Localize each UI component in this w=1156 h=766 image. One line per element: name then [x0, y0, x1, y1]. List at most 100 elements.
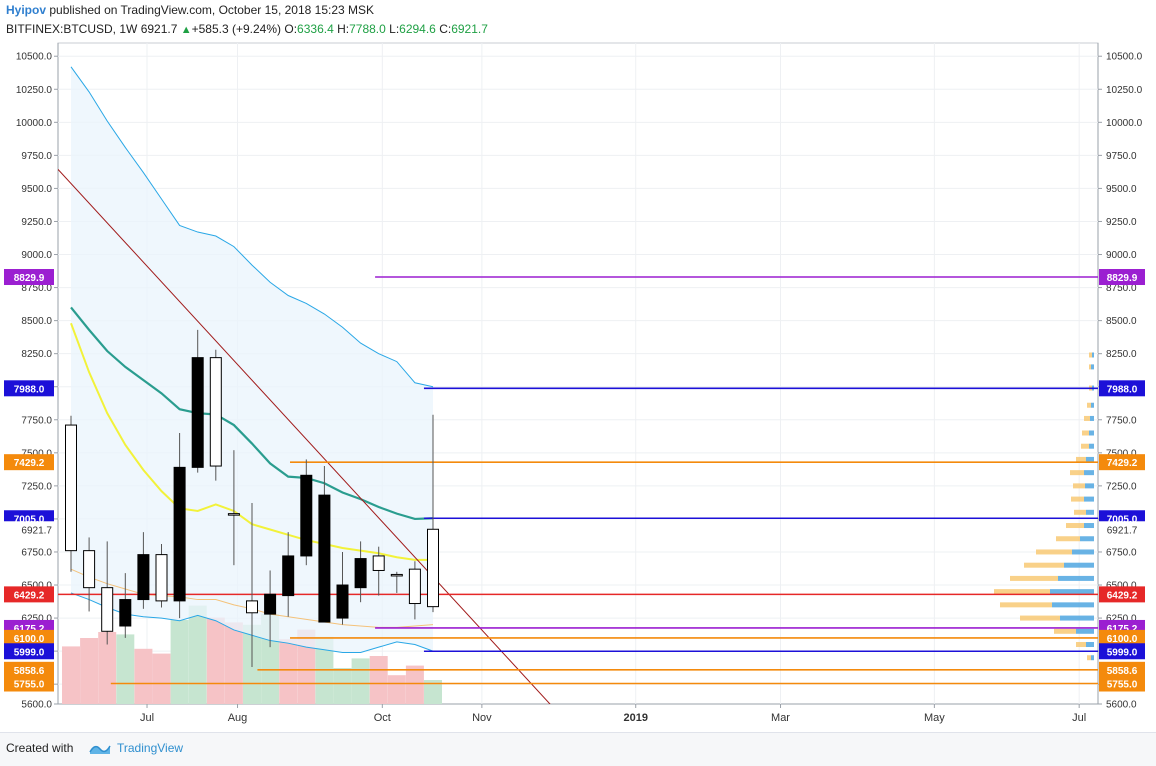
level-price-label-left: 6100.0 [14, 634, 45, 645]
candle-body [101, 587, 114, 632]
level-price-badge [1099, 675, 1145, 692]
upper-band-line [70, 66, 434, 388]
y-tick-label-left: 10500.0 [16, 52, 53, 63]
volume-profile-buy [1091, 402, 1094, 408]
level-price-label: 5755.0 [1107, 680, 1138, 691]
volume-profile-sell [1074, 509, 1086, 515]
tradingview-logo-icon[interactable] [88, 740, 112, 758]
candle-body [427, 528, 439, 608]
symbol-name: BITFINEX:BTCUSD, 1W [6, 22, 138, 36]
volume-bar [351, 658, 370, 704]
candle-body [227, 513, 240, 516]
volume-bar [279, 639, 298, 704]
level-price-badge-left [4, 661, 54, 678]
volume-profile-sell [1087, 655, 1091, 661]
y-tick-label-right: 9000.0 [1106, 250, 1137, 261]
level-price-label: 7005.0 [1107, 514, 1138, 525]
level-price-badge [1099, 380, 1145, 397]
level-price-badge [1099, 269, 1145, 286]
y-tick-label-right: 6500.0 [1106, 581, 1137, 592]
y-tick-label-left: 7750.0 [21, 415, 52, 426]
volume-bar [62, 646, 80, 704]
y-tick-label-left: 10000.0 [16, 118, 53, 129]
volume-profile-buy [1091, 364, 1094, 370]
volume-profile-sell [1066, 523, 1084, 529]
x-tick-label: Mar [771, 712, 790, 724]
volume-profile-sell [1036, 549, 1072, 555]
level-price-badge-left [4, 380, 54, 397]
y-tick-label-right: 6250.0 [1106, 614, 1137, 625]
candle-body [372, 555, 385, 571]
y-tick-label-right: 7250.0 [1106, 481, 1137, 492]
level-price-badge [1099, 454, 1145, 471]
price-chart[interactable]: 5600.05600.05750.05750.06000.06000.06250… [0, 0, 1156, 732]
y-tick-label-right: 8500.0 [1106, 316, 1137, 327]
volume-profile-buy [1072, 549, 1094, 555]
level-price-label-left: 5999.0 [14, 647, 45, 658]
volume-profile-buy [1089, 430, 1094, 436]
candle-body [191, 357, 204, 468]
level-price-label: 7429.2 [1107, 458, 1138, 469]
y-tick-label-right: 10250.0 [1106, 85, 1143, 96]
volume-profile-sell [1081, 443, 1089, 449]
open-value: 6336.4 [297, 22, 334, 36]
volume-profile-sell [1054, 628, 1076, 634]
y-tick-label-right: 5600.0 [1106, 700, 1137, 711]
candle-body [282, 555, 295, 597]
band-fill [71, 66, 433, 653]
candle-body [209, 357, 222, 467]
level-price-label-left: 6175.2 [14, 624, 45, 635]
level-price-label-left: 8829.9 [14, 273, 45, 284]
volume-profile-sell [1071, 496, 1084, 502]
volume-profile-buy [1084, 470, 1094, 476]
level-price-badge-left [4, 629, 54, 646]
volume-profile-sell [1000, 602, 1052, 608]
last-price: 6921.7 [140, 22, 178, 36]
high-value: 7788.0 [349, 22, 386, 36]
candle-body [408, 568, 421, 605]
candle-body [354, 558, 367, 589]
symbol-line: BITFINEX:BTCUSD, 1W 6921.7 ▲+585.3 (+9.2… [6, 22, 488, 36]
candle-body [119, 599, 132, 627]
level-price-label-left: 7005.0 [14, 514, 45, 525]
volume-profile-sell [1087, 402, 1091, 408]
level-price-label-left: 6429.2 [14, 590, 45, 601]
level-price-badge-left [4, 454, 54, 471]
y-tick-label-right: 7500.0 [1106, 448, 1137, 459]
published-text: published on TradingView.com, October 15… [49, 3, 375, 17]
level-price-badge [1099, 643, 1145, 660]
y-tick-label-left: 5600.0 [21, 700, 52, 711]
volume-profile-buy [1058, 575, 1094, 581]
close-label: C: [439, 22, 452, 36]
low-value: 6294.6 [399, 22, 436, 36]
y-tick-label-left: 8500.0 [21, 316, 52, 327]
trendline [58, 168, 551, 704]
volume-profile-sell [1076, 642, 1086, 648]
x-tick-label: May [924, 712, 945, 724]
volume-profile-buy [1090, 415, 1094, 421]
tradingview-brand-link[interactable]: TradingView [117, 741, 184, 755]
volume-profile-sell [1010, 575, 1058, 581]
level-price-badge [1099, 586, 1145, 603]
volume-profile-sell [1084, 415, 1090, 421]
author-name[interactable]: Hyipov [6, 3, 47, 17]
x-tick-label: Oct [374, 712, 391, 724]
candle-body [264, 593, 277, 615]
y-tick-label-left: 9000.0 [21, 250, 52, 261]
volume-profile-sell [1089, 352, 1092, 358]
volume-profile-sell [1056, 536, 1080, 542]
candle-body [246, 600, 258, 614]
volume-profile-sell [1089, 364, 1091, 370]
volume-profile-buy [1086, 642, 1094, 648]
volume-profile-buy [1064, 562, 1094, 568]
volume-bar [387, 675, 406, 704]
candle-body [390, 573, 403, 577]
level-price-label: 5999.0 [1107, 647, 1138, 658]
candle-body [137, 554, 150, 601]
y-tick-label-left: 8750.0 [21, 283, 52, 294]
volume-profile-sell [1020, 615, 1060, 621]
x-tick-label: Jul [140, 712, 154, 724]
last-price-badge [1099, 521, 1145, 538]
level-price-badge-left [4, 269, 54, 286]
volume-profile-buy [1080, 536, 1094, 542]
